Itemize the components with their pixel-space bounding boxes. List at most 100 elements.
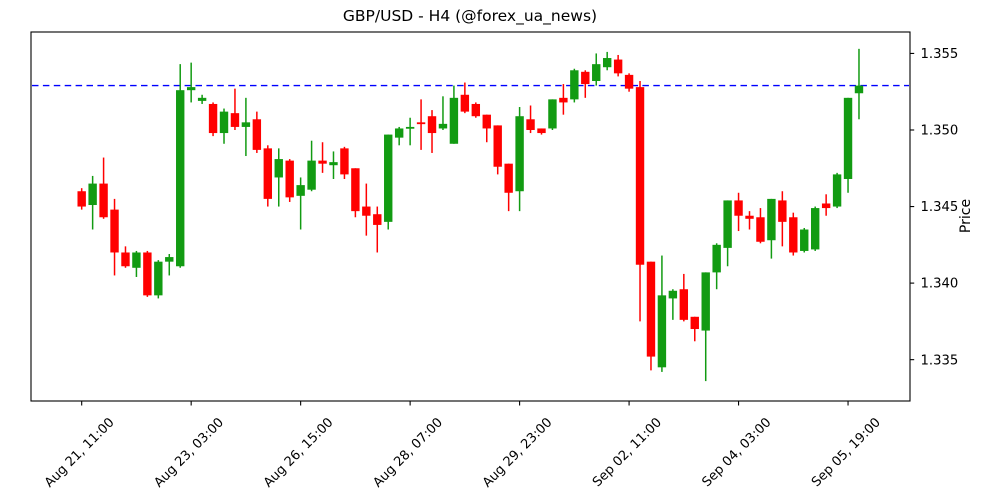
candle-up [219,108,229,144]
candle-down [526,105,535,134]
candle-body [165,257,174,262]
candle-up [515,107,524,212]
candle-body [581,71,590,85]
candle-down [745,211,754,230]
candle-body [821,203,831,209]
candle-body [471,103,481,117]
x-tick-label: Sep 05, 19:00 [809,415,884,490]
candle-body [767,198,776,241]
candle-body [176,90,185,267]
x-tick-label: Sep 04, 03:00 [699,415,774,490]
candle-up [186,62,196,103]
candle-body [745,215,754,219]
chart-title: GBP/USD - H4 (@forex_ua_news) [343,7,597,26]
candle-up [274,148,283,207]
x-tick-label: Aug 29, 23:00 [480,415,556,491]
candle-body [208,103,218,134]
candle-body [394,128,404,138]
candle-down [482,114,491,143]
x-tick-label: Aug 26, 15:00 [261,415,337,491]
candle-down [537,128,546,135]
candle-down [143,250,152,297]
candle-body [99,183,108,218]
candle-body [307,160,316,190]
candle-down [471,102,481,118]
candle-body [482,114,491,129]
candle-body [154,261,163,296]
candle-down [285,159,294,202]
candle-body [460,94,470,112]
candle-body [504,163,513,193]
candle-down [318,142,327,173]
candle-body [274,159,283,178]
candle-body [77,191,86,207]
candle-up [176,64,185,268]
candle-down [493,125,502,175]
candle-down [690,316,699,342]
candle-body [526,119,535,130]
candle-down [821,194,831,216]
candles-layer [77,48,864,382]
candle-body [832,174,842,207]
candle-body [613,59,623,74]
candle-down [504,163,513,212]
candle-body [230,113,240,127]
candle-up [197,94,207,104]
candle-up [394,126,404,146]
candle-down [559,84,568,115]
candle-body [690,316,699,330]
candle-body [219,111,229,134]
candle-body [810,208,820,250]
candle-body [800,229,809,251]
x-tick-label: Sep 02, 11:00 [590,415,665,490]
candle-body [362,206,371,216]
y-axis-ticks: 1.355 1.350 1.345 1.340 1.335 [910,47,958,368]
candle-down [99,157,108,219]
y-tick-label: 1.340 [921,277,959,292]
candle-body [252,119,262,150]
candle-body [351,168,360,212]
candle-up [405,117,415,146]
x-tick-label: Aug 28, 07:00 [370,415,446,491]
candle-body [657,295,667,368]
candle-body [143,252,152,296]
candle-body [559,97,568,103]
y-axis-label: Price [958,199,974,233]
candle-body [602,58,612,68]
candle-down [646,261,656,371]
candle-body [646,261,656,357]
candle-down [351,168,360,218]
candle-up [592,53,601,86]
candle-up [602,51,612,71]
candle-body [493,125,502,167]
candle-body [197,97,207,101]
candle-up [657,255,667,372]
candle-body [263,148,273,199]
candle-down [373,206,382,253]
candle-body [635,87,645,265]
candle-down [362,183,371,236]
candle-down [230,88,240,130]
candle-body [548,99,557,129]
candle-down [121,246,130,268]
candle-body [340,148,349,175]
candle-body [592,64,601,81]
candle-down [613,54,623,77]
candle-body [373,214,382,225]
candle-up [329,151,338,179]
candle-down [756,208,765,244]
candle-up [438,96,448,130]
candle-down [679,273,689,322]
candle-up [449,85,459,144]
candle-body [515,116,524,192]
candle-body [679,289,689,320]
candle-up [832,172,842,209]
candle-body [778,200,787,222]
candle-down [110,198,119,276]
candle-body [537,128,546,134]
candle-body [88,183,97,206]
candle-up [767,198,776,259]
candle-body [110,209,119,253]
candle-down [340,146,349,179]
